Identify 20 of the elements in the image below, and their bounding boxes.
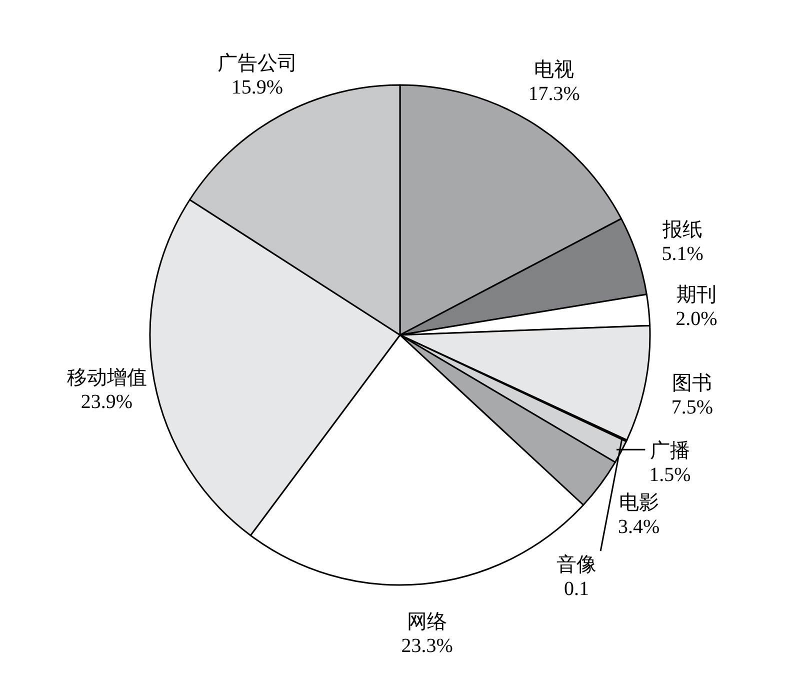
data-label: 23.3% [401, 634, 453, 657]
data-label: 1.5% [649, 464, 691, 486]
data-label: 2.0% [676, 308, 718, 330]
slice-label: 广播 [650, 440, 690, 462]
data-label: 5.1% [662, 243, 704, 266]
data-label: 15.9% [231, 76, 284, 98]
slice-label: 网络 [407, 610, 448, 633]
slice-label: 广告公司 [217, 52, 298, 74]
data-label: 7.5% [671, 396, 714, 419]
data-label: 23.9% [80, 391, 133, 414]
slice-label: 图书 [672, 372, 712, 395]
slice-label: 移动增值 [66, 367, 147, 390]
slice-label: 期刊 [676, 284, 716, 306]
slice-label: 电影 [618, 492, 659, 514]
data-label: 17.3% [528, 82, 580, 105]
slice-label: 报纸 [662, 219, 703, 242]
data-label: 0.1 [564, 578, 590, 600]
slice-label: 音像 [556, 554, 597, 576]
slice-label: 电视 [534, 58, 574, 81]
data-label: 3.4% [618, 516, 660, 538]
